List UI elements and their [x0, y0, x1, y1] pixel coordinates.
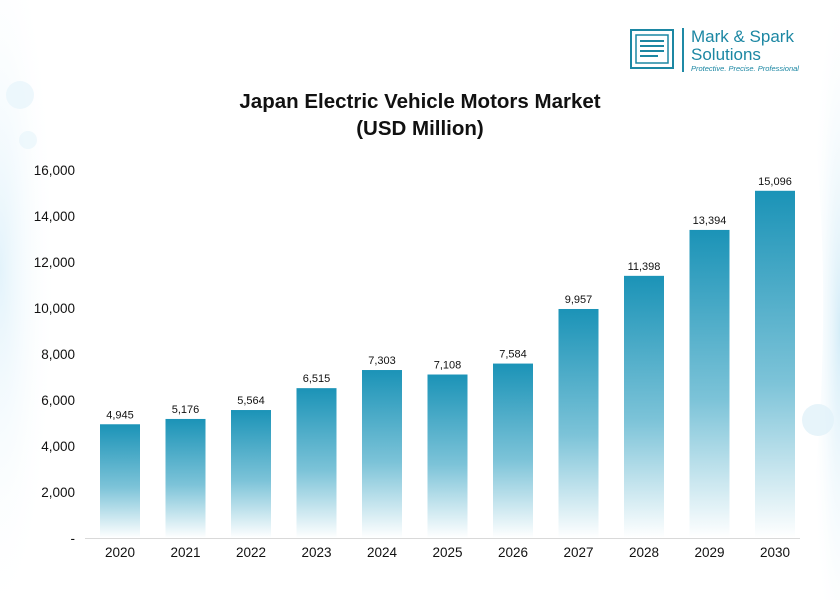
- bar-value-label: 7,303: [368, 355, 396, 367]
- bar-value-label: 4,945: [106, 409, 134, 421]
- bar-2021: [165, 418, 206, 538]
- x-tick-label: 2020: [105, 545, 135, 560]
- bar-value-label: 13,394: [693, 215, 727, 227]
- x-tick-label: 2028: [629, 545, 659, 560]
- y-tick-label: 16,000: [34, 163, 75, 178]
- x-tick-label: 2022: [236, 545, 266, 560]
- y-tick-label: 2,000: [41, 485, 75, 500]
- bar-2027: [558, 308, 599, 538]
- bars: [100, 190, 795, 539]
- bar-value-label: 5,564: [237, 395, 265, 407]
- y-axis: - 2,000 4,000 6,000 8,000 10,000 12,000 14,000 1…: [34, 163, 75, 546]
- company-name-line1: Mark & Spark: [691, 27, 794, 46]
- chart-title-line1: Japan Electric Vehicle Motors Market: [239, 90, 601, 113]
- bar-2029: [689, 229, 730, 539]
- x-axis: 2020 2021 2022 2023 2024 2025 2026 2027 2028 2029…: [85, 538, 800, 560]
- value-labels: 4,945 5,176 5,564 6,515 7,303 7,108 7,584 9,957…: [106, 176, 792, 421]
- bar-2024: [362, 370, 402, 538]
- logo-divider: [682, 28, 684, 72]
- bar-2020: [100, 424, 140, 538]
- bar-2023: [296, 388, 337, 538]
- x-tick-label: 2029: [694, 545, 724, 560]
- bar-2030: [755, 190, 795, 539]
- y-tick-label: 14,000: [34, 209, 75, 224]
- x-tick-label: 2021: [170, 545, 200, 560]
- y-tick-label: 6,000: [41, 393, 75, 408]
- x-tick-label: 2030: [760, 545, 790, 560]
- x-tick-label: 2024: [367, 545, 398, 560]
- bar-value-label: 11,398: [628, 261, 661, 273]
- bar-value-label: 15,096: [758, 176, 792, 188]
- x-tick-label: 2027: [563, 545, 593, 560]
- company-name: Mark & Spark Solutions: [691, 28, 794, 64]
- y-tick-label: 4,000: [41, 439, 75, 454]
- bar-value-label: 9,957: [565, 294, 593, 306]
- company-name-line2: Solutions: [691, 45, 761, 64]
- company-logo: Mark & Spark Solutions Protective. Preci…: [630, 28, 830, 78]
- chart-title: Japan Electric Vehicle Motors Market (US…: [0, 88, 840, 142]
- bar-2028: [624, 275, 664, 538]
- bar-value-label: 7,108: [434, 360, 462, 372]
- company-tagline: Protective. Precise. Professional: [691, 64, 799, 73]
- x-tick-label: 2026: [498, 545, 528, 560]
- y-tick-label: 10,000: [34, 301, 75, 316]
- y-tick-label: 12,000: [34, 255, 75, 270]
- bar-value-label: 7,584: [499, 349, 527, 361]
- bar-2025: [427, 374, 468, 538]
- bar-2026: [493, 363, 533, 538]
- y-tick-label: 8,000: [41, 347, 75, 362]
- document-icon: [630, 29, 674, 69]
- y-tick-label: -: [71, 531, 76, 546]
- chart-title-line2: (USD Million): [356, 117, 484, 140]
- bar-2022: [231, 410, 271, 538]
- bar-value-label: 5,176: [172, 404, 200, 416]
- bar-value-label: 6,515: [303, 373, 331, 385]
- x-tick-label: 2025: [432, 545, 462, 560]
- x-tick-label: 2023: [301, 545, 331, 560]
